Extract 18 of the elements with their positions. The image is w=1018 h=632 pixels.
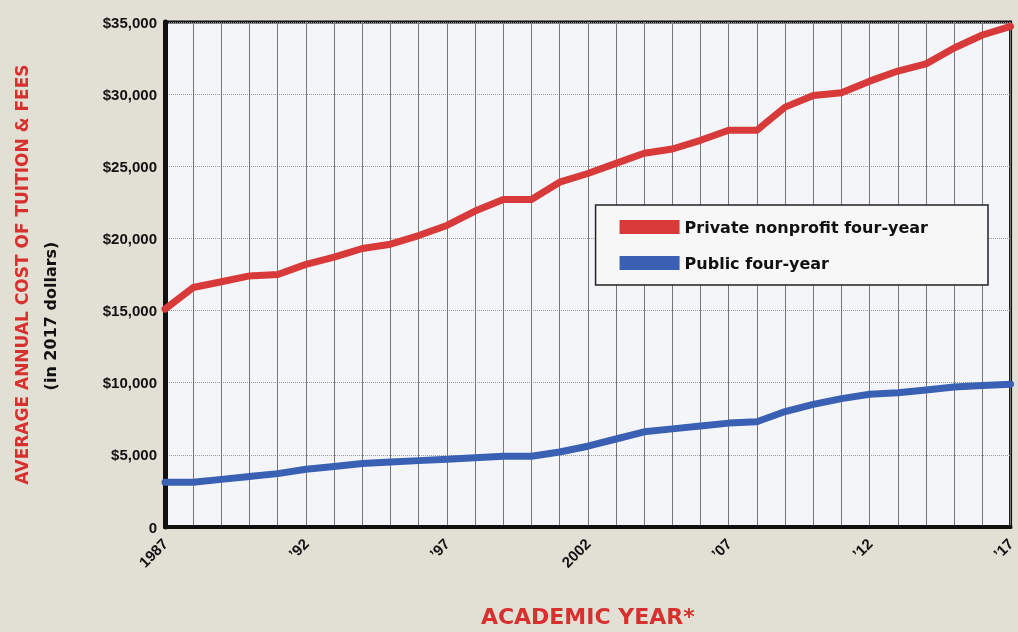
y-tick-label: 0 [148, 518, 157, 536]
y-tick-label: $15,000 [102, 302, 157, 320]
y-tick-label: $30,000 [102, 85, 157, 103]
y-axis-title: AVERAGE ANNUAL COST OF TUITION & FEES [11, 64, 32, 485]
y-tick-label: $25,000 [102, 157, 157, 175]
y-tick-label: $20,000 [102, 229, 157, 247]
x-tick-label: ’92 [285, 534, 312, 562]
text: (in 2017 dollars) [40, 241, 60, 391]
x-axis-title: ACADEMIC YEAR* [480, 603, 696, 629]
x-tick-label: ’17 [989, 534, 1017, 562]
y-tick-label: $10,000 [102, 374, 157, 392]
x-tick-label: ’12 [848, 534, 876, 562]
legend-label: Public four-year [684, 253, 830, 273]
y-tick-label: $35,000 [102, 13, 157, 31]
x-tick-label: ’07 [707, 534, 735, 562]
legend-label: Private nonprofit four-year [684, 217, 929, 237]
y-tick-label: $5,000 [111, 446, 157, 464]
x-tick-label: ’97 [426, 534, 453, 562]
